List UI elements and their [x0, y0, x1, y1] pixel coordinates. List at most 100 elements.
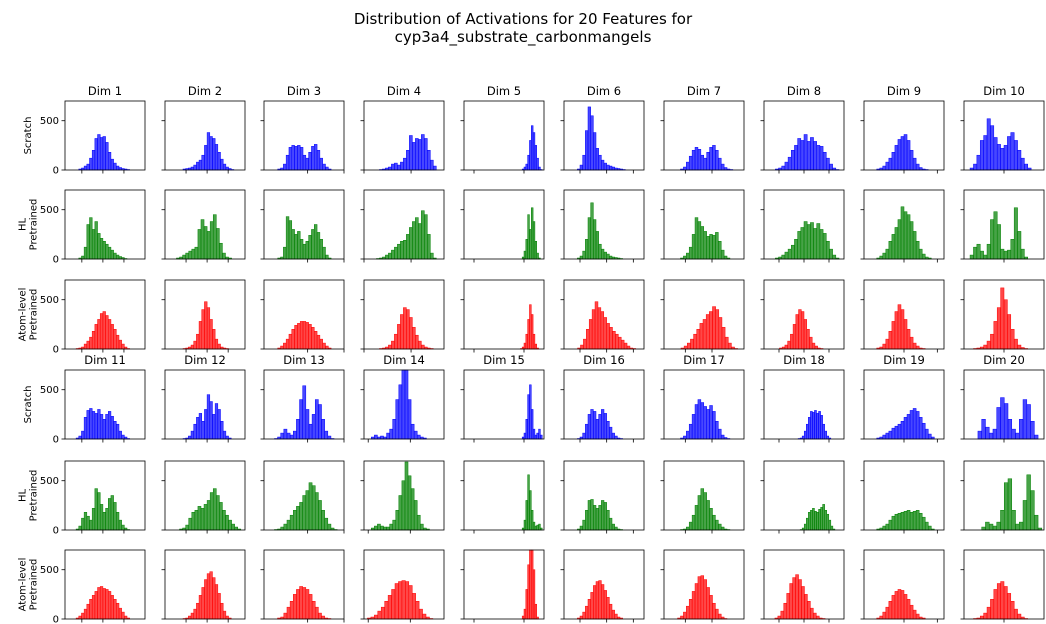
histogram-bar [185, 252, 189, 260]
histogram-bar [906, 599, 911, 620]
histogram-bar [308, 482, 313, 531]
histogram-bar [203, 504, 208, 531]
histogram-bar [116, 254, 120, 260]
histogram-bar [603, 413, 607, 440]
histogram-bar [388, 166, 392, 171]
panel-dim-19-scratch: Dim 19 [860, 353, 945, 443]
histogram-bar [532, 521, 536, 531]
histogram-bar [116, 423, 120, 440]
histogram-bar [990, 125, 995, 171]
histogram-bar [781, 165, 786, 171]
histogram-bar [691, 234, 696, 260]
histogram-bar [794, 145, 798, 171]
panel-frame [64, 369, 146, 440]
histogram-bar [976, 154, 981, 171]
histogram-bar [983, 344, 988, 350]
panel-title: Dim 17 [683, 353, 725, 367]
histogram-bar [1010, 329, 1015, 350]
histogram-bar [220, 602, 224, 620]
panel-dim-2-scratch: Dim 2 [161, 84, 246, 174]
histogram-bar [715, 421, 719, 440]
panel-dim-11-scratch: 0 500 Dim 11 [40, 353, 146, 446]
histogram-bar [903, 594, 908, 620]
histogram-bar [900, 512, 905, 531]
histogram-bar [818, 509, 821, 531]
row-label-scratch: Scratch [23, 117, 34, 155]
histogram-bar [325, 254, 329, 260]
panel-frame [563, 189, 645, 260]
histogram-bar [529, 549, 532, 620]
histogram-bar [285, 338, 290, 350]
histogram-bar [612, 331, 616, 350]
histogram-bar [915, 163, 920, 171]
histogram-bar [1003, 482, 1009, 531]
panel-frame [563, 549, 645, 620]
histogram-bar [609, 255, 613, 260]
histogram-bar [318, 404, 322, 440]
histogram-bar [803, 134, 808, 171]
panel-title: Dim 5 [487, 84, 521, 98]
panel-title: Dim 2 [188, 84, 222, 98]
row-label-text: Scratch [23, 386, 34, 424]
histogram-bar [723, 255, 728, 260]
panel-dim-1-scratch: 0 500 Dim 1 [40, 84, 146, 177]
histogram-bar [190, 612, 194, 620]
histogram-bar [690, 338, 694, 350]
panel-title: Dim 7 [687, 84, 721, 98]
histogram-bar [609, 426, 613, 440]
histogram-bar [885, 161, 890, 171]
histogram-bar [222, 163, 227, 171]
histogram-bar [818, 411, 821, 440]
histogram-bar [983, 612, 988, 620]
histogram-bar [289, 434, 294, 440]
histogram-bar [715, 519, 719, 531]
histogram-bar [918, 417, 923, 440]
histogram-bar [992, 428, 997, 440]
histogram-bar [217, 152, 221, 171]
histogram-bar [430, 252, 434, 260]
histogram-bar [808, 512, 811, 531]
histogram-bar [204, 579, 208, 620]
histogram-bar [912, 609, 917, 620]
histogram-bar [1030, 421, 1035, 440]
histogram-bar [700, 575, 705, 620]
histogram-bar [294, 325, 298, 350]
panel-dim-4-scratch: Dim 4 [360, 84, 445, 174]
histogram-bar [108, 319, 112, 350]
histogram-bar [601, 584, 605, 620]
panel-dim-13-scratch: Dim 13 [260, 353, 345, 443]
histogram-bar [792, 324, 797, 350]
histogram-bar [585, 239, 589, 260]
histogram-bar [983, 135, 988, 171]
histogram-bar [214, 403, 219, 440]
histogram-bar [694, 147, 699, 171]
histogram-bar [810, 222, 814, 260]
panel-title: Dim 11 [84, 353, 126, 367]
histogram-bar [900, 136, 905, 171]
panel-frame [563, 279, 645, 350]
histogram-bar [969, 254, 974, 260]
histogram-bar [305, 490, 310, 531]
histogram-bar [688, 423, 693, 440]
panel-frame [463, 549, 545, 620]
histogram-bar [694, 583, 699, 620]
histogram-bar [828, 519, 832, 531]
histogram-bar [525, 333, 528, 350]
histogram-bar [201, 421, 205, 440]
histogram-bar [1020, 157, 1025, 171]
panel-dim-5-hl-pretrained [460, 189, 545, 263]
histogram-bar [691, 414, 696, 440]
histogram-bar [319, 338, 323, 350]
histogram-bar [86, 163, 90, 171]
histogram-bar [683, 611, 687, 620]
histogram-bar [314, 492, 319, 531]
histogram-bar [803, 319, 807, 350]
histogram-bar [614, 613, 618, 620]
histogram-bar [791, 244, 795, 260]
histogram-bar [804, 594, 808, 620]
histogram-bar [1010, 601, 1015, 620]
histogram-bar [694, 404, 699, 440]
histogram-bar [909, 512, 914, 531]
histogram-bar [308, 594, 313, 620]
histogram-bar [200, 508, 205, 531]
